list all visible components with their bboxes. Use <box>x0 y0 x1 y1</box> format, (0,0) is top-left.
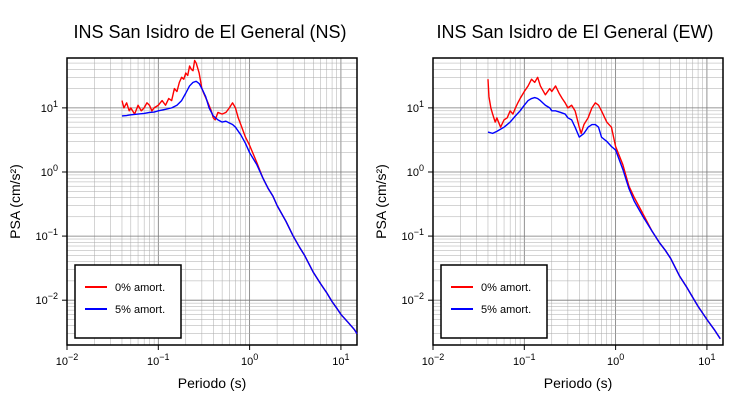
y-tick-label: 101 <box>407 99 424 115</box>
legend: 0% amort. 5% amort. <box>440 264 548 339</box>
legend-box <box>440 264 548 339</box>
legend: 0% amort. 5% amort. <box>74 264 182 339</box>
y-tick-label: 101 <box>41 99 58 115</box>
x-tick-label: 10−1 <box>513 352 536 368</box>
x-tick-label: 100 <box>607 352 624 368</box>
legend-label: 5% amort. <box>115 304 165 316</box>
y-axis-label: PSA (cm/s²) <box>373 164 389 239</box>
x-tick-label: 101 <box>332 352 349 368</box>
x-tick-label: 10−1 <box>147 352 170 368</box>
chart-title: INS San Isidro de El General (EW) <box>436 22 713 42</box>
legend-label: 0% amort. <box>115 282 165 294</box>
legend-label: 5% amort. <box>481 304 531 316</box>
y-tick-label: 100 <box>407 163 424 179</box>
plot-frame <box>66 57 358 346</box>
x-tick-label: 101 <box>698 352 715 368</box>
x-axis-label: Periodo (s) <box>544 375 612 391</box>
chart-panel-1: INS San Isidro de El General (NS) 10−2 10−… <box>7 22 358 391</box>
series-line-5-amort- <box>487 96 721 340</box>
y-tick-label: 10−1 <box>35 227 58 243</box>
y-tick-label: 10−2 <box>401 291 424 307</box>
x-tick-label: 10−2 <box>422 352 445 368</box>
x-axis-label: Periodo (s) <box>178 375 246 391</box>
legend-box <box>74 264 182 339</box>
plot-frame <box>432 57 724 346</box>
y-tick-label: 10−2 <box>35 291 58 307</box>
y-tick-label: 100 <box>41 163 58 179</box>
chart-panel-2: INS San Isidro de El General (EW) 10−2 10−… <box>373 22 724 391</box>
chart-title: INS San Isidro de El General (NS) <box>73 22 346 42</box>
y-tick-label: 10−1 <box>401 227 424 243</box>
x-tick-label: 10−2 <box>56 352 79 368</box>
y-axis-label: PSA (cm/s²) <box>7 164 23 239</box>
legend-label: 0% amort. <box>481 282 531 294</box>
x-tick-label: 100 <box>241 352 258 368</box>
series-line-5-amort- <box>121 80 358 335</box>
